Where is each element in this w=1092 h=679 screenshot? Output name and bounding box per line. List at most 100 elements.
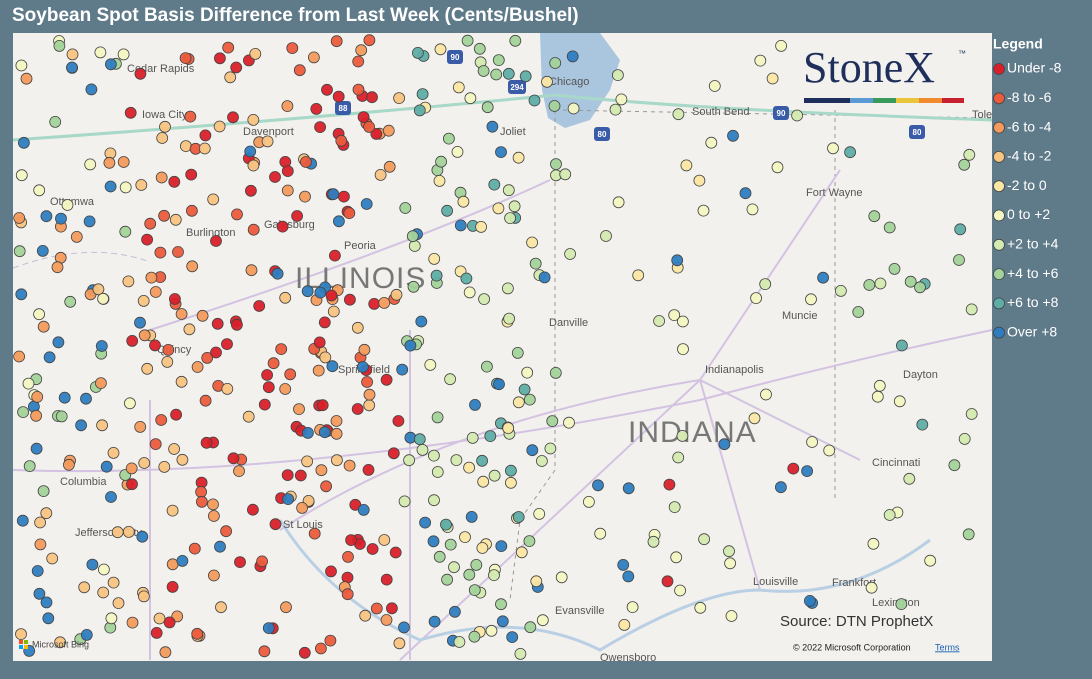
map-point	[330, 427, 343, 440]
legend-label: +2 to +4	[1007, 236, 1059, 252]
state-border	[12, 251, 151, 269]
map-point	[428, 615, 441, 628]
map-point	[461, 34, 474, 47]
map-point	[153, 612, 166, 625]
map-point	[210, 235, 222, 247]
map-point	[512, 511, 525, 523]
map-point	[378, 534, 391, 546]
map-point	[175, 375, 188, 388]
map-point	[224, 71, 237, 84]
map-point	[262, 622, 275, 634]
map-point	[293, 64, 306, 77]
map-point	[526, 236, 538, 249]
map-point	[748, 412, 761, 425]
map-point	[258, 645, 271, 658]
map-point	[83, 215, 96, 228]
map-point	[66, 61, 78, 74]
map-point	[382, 124, 395, 137]
map-point	[383, 160, 396, 173]
map-point	[13, 245, 26, 258]
map-point	[476, 454, 489, 467]
map-point	[612, 69, 624, 81]
map-point	[138, 329, 151, 342]
map-point	[403, 454, 416, 467]
map-point	[244, 184, 257, 197]
legend-label: -8 to -6	[1007, 89, 1052, 105]
map-point	[269, 171, 281, 183]
map-point	[766, 72, 779, 85]
map-point	[36, 244, 49, 257]
map-point	[549, 366, 562, 379]
logo-bar	[873, 98, 896, 103]
map-point	[617, 559, 630, 571]
map-point	[85, 83, 98, 96]
map-point	[135, 179, 148, 191]
map-point	[508, 200, 521, 213]
shield	[508, 80, 526, 94]
map-point	[469, 398, 481, 411]
map-point	[503, 312, 516, 325]
logo-bar	[804, 98, 850, 103]
map-point	[137, 590, 150, 603]
terms-link[interactable]: Terms	[935, 642, 960, 652]
map-point	[727, 129, 739, 142]
map-point	[504, 464, 517, 477]
map: 90 294 88 80 90 80 ILLINOIS INDIANA Ceda…	[12, 33, 993, 664]
map-point	[440, 518, 452, 531]
map-point	[398, 495, 411, 508]
map-point	[546, 415, 559, 428]
map-point	[145, 271, 158, 284]
map-point	[958, 432, 971, 445]
map-point	[34, 538, 47, 551]
city-label: Dayton	[903, 369, 938, 381]
map-point	[480, 360, 493, 373]
legend-swatch	[993, 297, 1005, 310]
map-point	[159, 646, 172, 659]
map-point	[536, 455, 548, 467]
map-point	[149, 438, 162, 451]
map-point	[550, 158, 562, 171]
map-point	[363, 121, 376, 133]
map-point	[805, 293, 817, 306]
map-point	[166, 581, 179, 593]
map-point	[210, 346, 222, 359]
map-point	[888, 262, 901, 275]
bing-logo	[19, 645, 23, 649]
map-point	[230, 318, 243, 331]
map-point	[94, 46, 107, 59]
logo-bar	[850, 98, 873, 103]
map-point	[924, 554, 937, 567]
map-point	[387, 447, 400, 460]
map-point	[170, 408, 183, 421]
map-point	[670, 551, 683, 564]
legend-swatch	[993, 326, 1005, 339]
map-point	[594, 527, 607, 540]
map-point	[33, 308, 45, 321]
map-point	[20, 72, 33, 85]
map-point	[126, 478, 138, 491]
map-point	[137, 294, 150, 307]
map-point	[321, 83, 333, 96]
map-point	[13, 350, 26, 363]
map-point	[100, 460, 113, 473]
map-point	[343, 459, 356, 472]
map-point	[318, 426, 331, 439]
map-point	[17, 136, 30, 149]
map-point	[310, 103, 323, 115]
map-point	[538, 271, 551, 284]
map-point	[677, 343, 689, 356]
map-point	[459, 531, 471, 543]
map-point	[281, 165, 294, 178]
map-point	[15, 59, 28, 72]
map-point	[166, 504, 179, 517]
map-point	[366, 543, 379, 555]
map-point	[168, 175, 181, 188]
map-point	[134, 420, 147, 433]
map-point	[156, 132, 169, 144]
map-point	[823, 444, 836, 457]
map-point	[868, 210, 881, 223]
map-point	[528, 94, 541, 107]
map-point	[43, 351, 56, 364]
map-point	[380, 373, 393, 386]
map-point	[468, 584, 481, 596]
